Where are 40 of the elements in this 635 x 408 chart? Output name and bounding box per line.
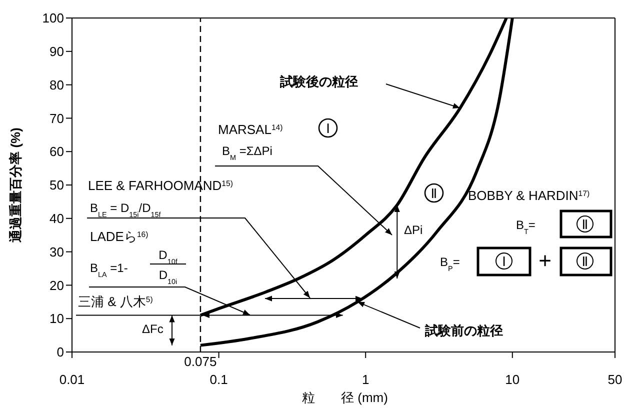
annotation: + xyxy=(538,248,552,273)
annotation: Ⅰ xyxy=(502,254,506,269)
annotation: Ⅱ xyxy=(430,186,438,201)
annotation: Ⅱ xyxy=(582,217,588,232)
y-tick-label: 70 xyxy=(50,110,64,126)
annotation: 試験前の粒径 xyxy=(424,323,503,338)
annotation: 試験後の粒径 xyxy=(279,74,358,89)
annotation: B$_{T}$= xyxy=(516,218,536,236)
x-tick-label: 1 xyxy=(362,372,370,387)
y-tick-label: 50 xyxy=(50,178,64,193)
y-tick-label: 10 xyxy=(50,311,64,326)
annotation: B$_{M}$ =ΣΔPi xyxy=(222,144,272,162)
annotation: 三浦 & 八木$^{5)}$ xyxy=(78,294,154,309)
y-tick-label: 60 xyxy=(50,144,64,160)
y-tick-label: 100 xyxy=(42,10,64,26)
annotation: B$_{P}$= xyxy=(440,255,460,272)
x-tick-label: 50 xyxy=(608,372,622,387)
x-tick-label: 10 xyxy=(505,372,520,387)
annotation: LADEら$^{16)}$ xyxy=(90,229,149,244)
y-tick-label: 90 xyxy=(50,44,64,60)
annotation: Ⅰ xyxy=(326,121,330,136)
annotation: B$_{LE}$ = D$_{15i}$/D$_{15f}$ xyxy=(90,201,161,218)
y-tick-label: 40 xyxy=(50,211,64,226)
ref-line-label: 0.075 xyxy=(184,354,217,369)
x-tick-label: 0.01 xyxy=(59,372,85,387)
x-tick-label: 0.1 xyxy=(210,372,228,387)
annotation: B$_{LA}$ =1- xyxy=(90,261,128,278)
y-tick-label: 30 xyxy=(50,244,64,260)
y-tick-label: 20 xyxy=(50,278,64,293)
annotation: D$_{10i}$ xyxy=(158,268,178,286)
y-tick-label: 80 xyxy=(50,77,64,92)
x-axis-title: 粒 径 (mm) xyxy=(302,390,388,405)
annotation: MARSAL$^{14)}$ xyxy=(218,122,284,137)
annotation: LEE & FARHOOMAND$^{15)}$ xyxy=(88,178,234,193)
annotation: Ⅱ xyxy=(582,254,588,269)
annotation: ΔFc xyxy=(142,322,164,336)
y-tick-label: 0 xyxy=(56,344,64,360)
y-axis-title: 通過重量百分率 (%) xyxy=(8,128,23,244)
annotation: ΔPi xyxy=(404,223,423,237)
annotation: BOBBY & HARDIN$^{17)}$ xyxy=(468,188,590,203)
